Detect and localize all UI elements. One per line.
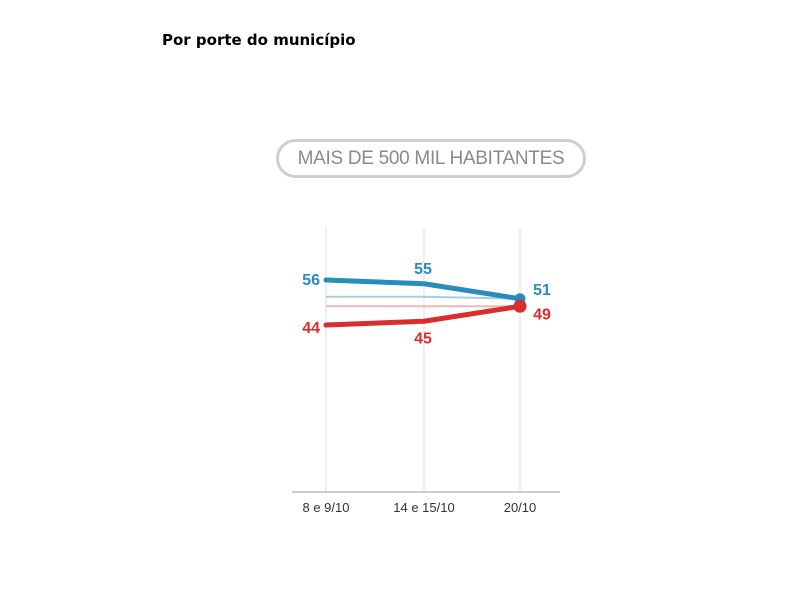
- chart-title-pill: MAIS DE 500 MIL HABITANTES: [276, 139, 586, 178]
- series-2-data-label: 49: [533, 306, 551, 323]
- x-tick-label: 8 e 9/10: [303, 500, 350, 515]
- series-2-data-label: 45: [414, 330, 432, 347]
- series-1-faint-line: [326, 295, 521, 300]
- x-tick-label: 14 e 15/10: [393, 500, 454, 515]
- chart-title: MAIS DE 500 MIL HABITANTES: [297, 147, 565, 169]
- series-2-data-label: 44: [302, 320, 320, 337]
- series-1-data-label: 51: [533, 282, 551, 299]
- x-tick-label: 20/10: [504, 500, 537, 515]
- series-1-line: [323, 277, 523, 302]
- series-2-end-point: [513, 299, 527, 313]
- page-heading: Por porte do município: [162, 31, 356, 49]
- series-1-data-label: 55: [414, 261, 432, 278]
- series-1-data-label: 56: [302, 272, 320, 289]
- series-2-line: [323, 303, 523, 328]
